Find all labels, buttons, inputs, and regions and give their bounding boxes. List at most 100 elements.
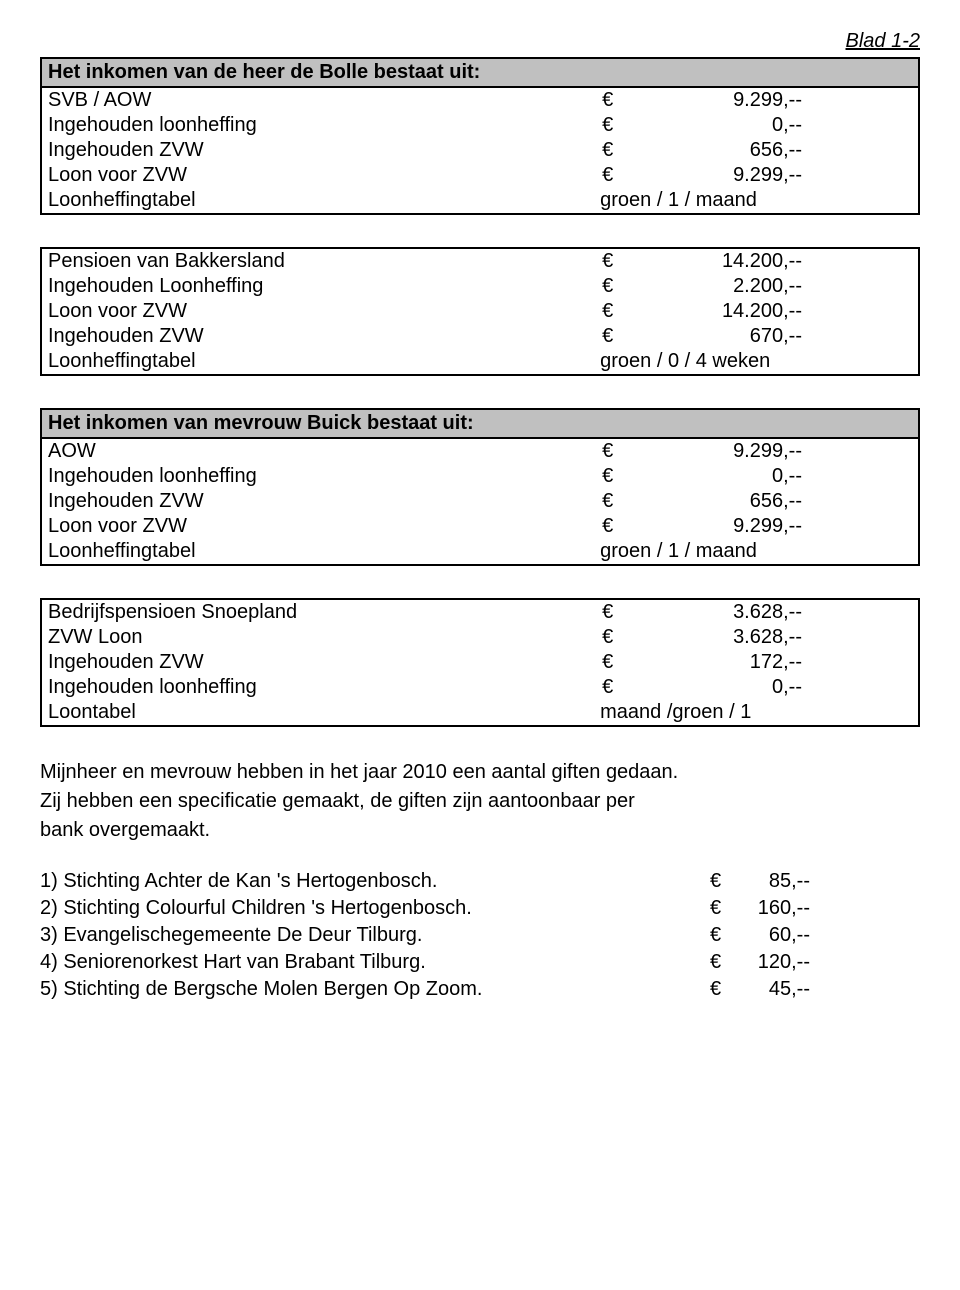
amount: 9.299,--: [733, 89, 912, 112]
amount: 160,--: [758, 895, 920, 922]
row-value: groen / 1 / maand: [594, 539, 919, 565]
currency-symbol: €: [710, 976, 721, 1003]
row-label: Ingehouden ZVW: [41, 138, 594, 163]
currency-symbol: €: [600, 325, 613, 348]
amount: 14.200,--: [722, 250, 912, 273]
amount: 2.200,--: [733, 275, 912, 298]
row-value: maand /groen / 1: [594, 700, 919, 726]
amount: 45,--: [769, 976, 920, 1003]
currency-symbol: €: [600, 275, 613, 298]
row-value: €3.628,--: [594, 599, 919, 625]
row-value: groen / 1 / maand: [594, 188, 919, 214]
table-row: Ingehouden loonheffing€0,--: [41, 675, 919, 700]
data-table: Het inkomen van de heer de Bolle bestaat…: [40, 57, 920, 215]
amount: 60,--: [769, 922, 920, 949]
row-value: €670,--: [594, 324, 919, 349]
table-row: Loon voor ZVW€9.299,--: [41, 163, 919, 188]
table-row: Ingehouden Loonheffing€2.200,--: [41, 274, 919, 299]
currency-symbol: €: [600, 676, 613, 699]
table-row: SVB / AOW€9.299,--: [41, 87, 919, 113]
row-label: SVB / AOW: [41, 87, 594, 113]
table-row: Ingehouden loonheffing€0,--: [41, 113, 919, 138]
gift-item: 2) Stichting Colourful Children 's Herto…: [40, 895, 920, 922]
gift-label: 4) Seniorenorkest Hart van Brabant Tilbu…: [40, 949, 710, 976]
table-row: AOW€9.299,--: [41, 438, 919, 464]
row-label: Loonheffingtabel: [41, 539, 594, 565]
gift-label: 1) Stichting Achter de Kan 's Hertogenbo…: [40, 868, 710, 895]
row-label: Bedrijfspensioen Snoepland: [41, 599, 594, 625]
amount: 85,--: [769, 868, 920, 895]
gift-value: €160,--: [710, 895, 920, 922]
currency-symbol: €: [600, 601, 613, 624]
row-label: ZVW Loon: [41, 625, 594, 650]
amount: 9.299,--: [733, 515, 912, 538]
currency-symbol: €: [600, 139, 613, 162]
row-value: €9.299,--: [594, 87, 919, 113]
gift-label: 5) Stichting de Bergsche Molen Bergen Op…: [40, 976, 710, 1003]
row-label: Ingehouden Loonheffing: [41, 274, 594, 299]
row-label: Ingehouden loonheffing: [41, 113, 594, 138]
paragraph-line: Mijnheer en mevrouw hebben in het jaar 2…: [40, 759, 920, 786]
table-row: ZVW Loon€3.628,--: [41, 625, 919, 650]
currency-symbol: €: [710, 922, 721, 949]
gift-value: €60,--: [710, 922, 920, 949]
row-label: Loon voor ZVW: [41, 299, 594, 324]
currency-symbol: €: [600, 89, 613, 112]
table-row: Ingehouden loonheffing €0,--: [41, 464, 919, 489]
row-label: Ingehouden ZVW: [41, 324, 594, 349]
gift-label: 2) Stichting Colourful Children 's Herto…: [40, 895, 710, 922]
currency-symbol: €: [600, 300, 613, 323]
amount: 9.299,--: [733, 164, 912, 187]
currency-symbol: €: [600, 465, 613, 488]
table-header: Het inkomen van de heer de Bolle bestaat…: [41, 58, 919, 87]
table-row: Pensioen van Bakkersland€14.200,--: [41, 248, 919, 274]
table-row: Ingehouden ZVW€656,--: [41, 489, 919, 514]
data-table: Bedrijfspensioen Snoepland€3.628,--ZVW L…: [40, 598, 920, 727]
row-value: €172,--: [594, 650, 919, 675]
paragraph-line: Zij hebben een specificatie gemaakt, de …: [40, 788, 920, 815]
row-label: Ingehouden loonheffing: [41, 464, 594, 489]
table-row: Ingehouden ZVW€656,--: [41, 138, 919, 163]
table-row: Loonheffingtabelgroen / 1 / maand: [41, 539, 919, 565]
paragraph-line: bank overgemaakt.: [40, 817, 920, 844]
row-label: Loontabel: [41, 700, 594, 726]
gift-value: €85,--: [710, 868, 920, 895]
row-value: €2.200,--: [594, 274, 919, 299]
data-table: Het inkomen van mevrouw Buick bestaat ui…: [40, 408, 920, 566]
amount: 0,--: [772, 676, 912, 699]
page-number: Blad 1-2: [40, 30, 920, 53]
table-row: Loontabelmaand /groen / 1: [41, 700, 919, 726]
amount: 656,--: [750, 139, 912, 162]
body-text: Mijnheer en mevrouw hebben in het jaar 2…: [40, 759, 920, 844]
gift-item: 3) Evangelischegemeente De Deur Tilburg.…: [40, 922, 920, 949]
row-value: €14.200,--: [594, 248, 919, 274]
table-row: Ingehouden ZVW€172,--: [41, 650, 919, 675]
amount: 0,--: [772, 114, 912, 137]
row-value: groen / 0 / 4 weken: [594, 349, 919, 375]
currency-symbol: €: [600, 651, 613, 674]
gift-value: €45,--: [710, 976, 920, 1003]
row-label: Loon voor ZVW: [41, 163, 594, 188]
amount: 0,--: [772, 465, 912, 488]
amount: 9.299,--: [733, 440, 912, 463]
row-label: Ingehouden ZVW: [41, 650, 594, 675]
row-label: Loon voor ZVW: [41, 514, 594, 539]
amount: 3.628,--: [733, 601, 912, 624]
currency-symbol: €: [600, 250, 613, 273]
currency-symbol: €: [710, 949, 721, 976]
row-value: €9.299,--: [594, 163, 919, 188]
amount: 172,--: [750, 651, 912, 674]
row-value: €14.200,--: [594, 299, 919, 324]
row-label: Pensioen van Bakkersland: [41, 248, 594, 274]
currency-symbol: €: [710, 895, 721, 922]
row-label: AOW: [41, 438, 594, 464]
row-label: Loonheffingtabel: [41, 188, 594, 214]
row-value: €656,--: [594, 489, 919, 514]
row-value: €656,--: [594, 138, 919, 163]
gift-item: 1) Stichting Achter de Kan 's Hertogenbo…: [40, 868, 920, 895]
gift-list: 1) Stichting Achter de Kan 's Hertogenbo…: [40, 868, 920, 1003]
table-row: Loonheffingtabelgroen / 0 / 4 weken: [41, 349, 919, 375]
amount: 670,--: [750, 325, 912, 348]
currency-symbol: €: [710, 868, 721, 895]
data-table: Pensioen van Bakkersland€14.200,--Ingeho…: [40, 247, 920, 376]
